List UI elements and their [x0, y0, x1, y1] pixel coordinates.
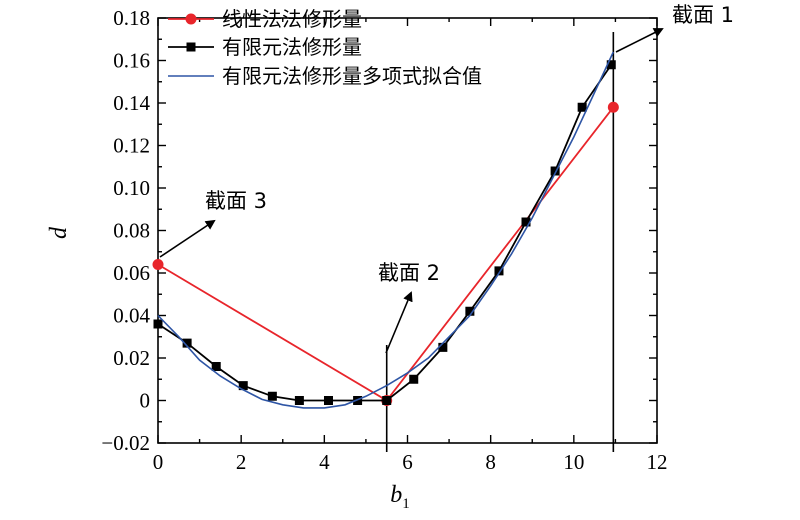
- series-line: [157, 106, 615, 402]
- legend-marker-square: [186, 42, 196, 52]
- y-tick-label: 0.10: [113, 176, 150, 200]
- x-tick-label: 12: [647, 450, 668, 474]
- y-tick-label: 0.14: [113, 91, 150, 115]
- series-point-square: [521, 217, 531, 227]
- series-point-square: [577, 102, 587, 112]
- y-tick-label: 0: [140, 389, 151, 413]
- x-axis-label-main: b: [390, 482, 402, 508]
- series-point-square: [323, 396, 333, 405]
- legend-marker-circle: [185, 13, 197, 25]
- series-group: [152, 51, 619, 409]
- series-point-square: [153, 319, 163, 329]
- series-point-square: [606, 60, 616, 70]
- legend-label: 线性法法修形量: [222, 7, 362, 31]
- y-tick-label: 0.18: [113, 6, 150, 30]
- series-point-square: [267, 391, 277, 401]
- annotations: 截面 1 截面 2 截面 3: [159, 3, 734, 354]
- annotation-arrow: [159, 219, 216, 258]
- annotation-label: 截面 1: [672, 3, 734, 27]
- annotation-label: 截面 3: [205, 189, 267, 213]
- y-tick-label: 0.12: [113, 134, 150, 158]
- series-point-square: [438, 342, 448, 352]
- series-point-square: [182, 338, 192, 348]
- series-point-square: [550, 166, 560, 176]
- series-line: [157, 51, 615, 409]
- series-point-circle: [152, 259, 164, 270]
- x-axis-label: b1: [390, 482, 410, 512]
- series-point-circle: [607, 101, 619, 113]
- x-tick-label: 6: [402, 450, 413, 474]
- y-ticks: −0.02 0 0.02 0.04 0.06 0.08 0.10 0.12 0.14 0.16 0.…: [101, 6, 657, 455]
- y-tick-label: 0.16: [113, 49, 150, 73]
- y-tick-label: 0.08: [113, 219, 150, 243]
- y-tick-label: 0.06: [113, 261, 150, 285]
- y-tick-label: 0.02: [113, 346, 150, 370]
- series-point-square: [382, 396, 392, 405]
- series-point-square: [294, 396, 304, 405]
- x-tick-label: 8: [485, 450, 496, 474]
- legend-label: 有限元法修形量: [222, 35, 362, 59]
- y-axis-label: d: [46, 226, 72, 239]
- x-tick-label: 10: [563, 450, 584, 474]
- series-point-square: [409, 374, 419, 384]
- y-tick-label: 0.04: [113, 304, 150, 328]
- x-tick-label: 4: [319, 450, 330, 474]
- x-ticks: 0 2 4 6 8 10 12: [153, 18, 668, 474]
- x-tick-label: 2: [236, 450, 247, 474]
- x-axis-label-sub: 1: [402, 496, 410, 512]
- series-point-square: [211, 362, 221, 371]
- series-point-square: [465, 306, 475, 316]
- series-point-square: [494, 266, 504, 276]
- x-tick-label: 0: [153, 450, 164, 474]
- y-tick-label: −0.02: [101, 431, 150, 455]
- series-line: [157, 64, 613, 402]
- series-point-square: [238, 381, 248, 391]
- annotation-arrow: [615, 28, 664, 53]
- legend-label: 有限元法修形量多项式拟合值: [222, 64, 482, 88]
- annotation-arrow: [385, 291, 413, 354]
- section-lines: [385, 32, 615, 452]
- annotation-label: 截面 2: [378, 261, 440, 285]
